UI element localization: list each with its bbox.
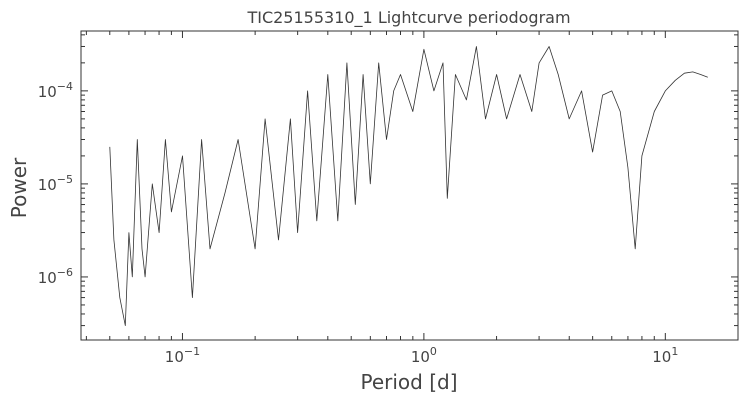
- plot-frame: [80, 30, 739, 341]
- x-tick-label: 10−1: [165, 345, 200, 366]
- y-axis-label: Power: [7, 157, 31, 218]
- y-tick-label: 10−6: [38, 266, 73, 287]
- periodogram-series-line: [109, 46, 708, 326]
- x-axis-label: Period [d]: [360, 370, 457, 394]
- chart-title: TIC25155310_1 Lightcurve periodogram: [246, 8, 570, 28]
- tick-labels: 10−1 100 101 10−6 10−5 10−4: [38, 80, 679, 366]
- y-tick-label: 10−5: [38, 173, 73, 194]
- plot-ticks: [81, 31, 738, 340]
- plot-series: [109, 46, 708, 326]
- x-tick-label: 101: [652, 345, 678, 366]
- x-tick-label: 100: [411, 345, 437, 366]
- y-tick-label: 10−4: [38, 80, 73, 101]
